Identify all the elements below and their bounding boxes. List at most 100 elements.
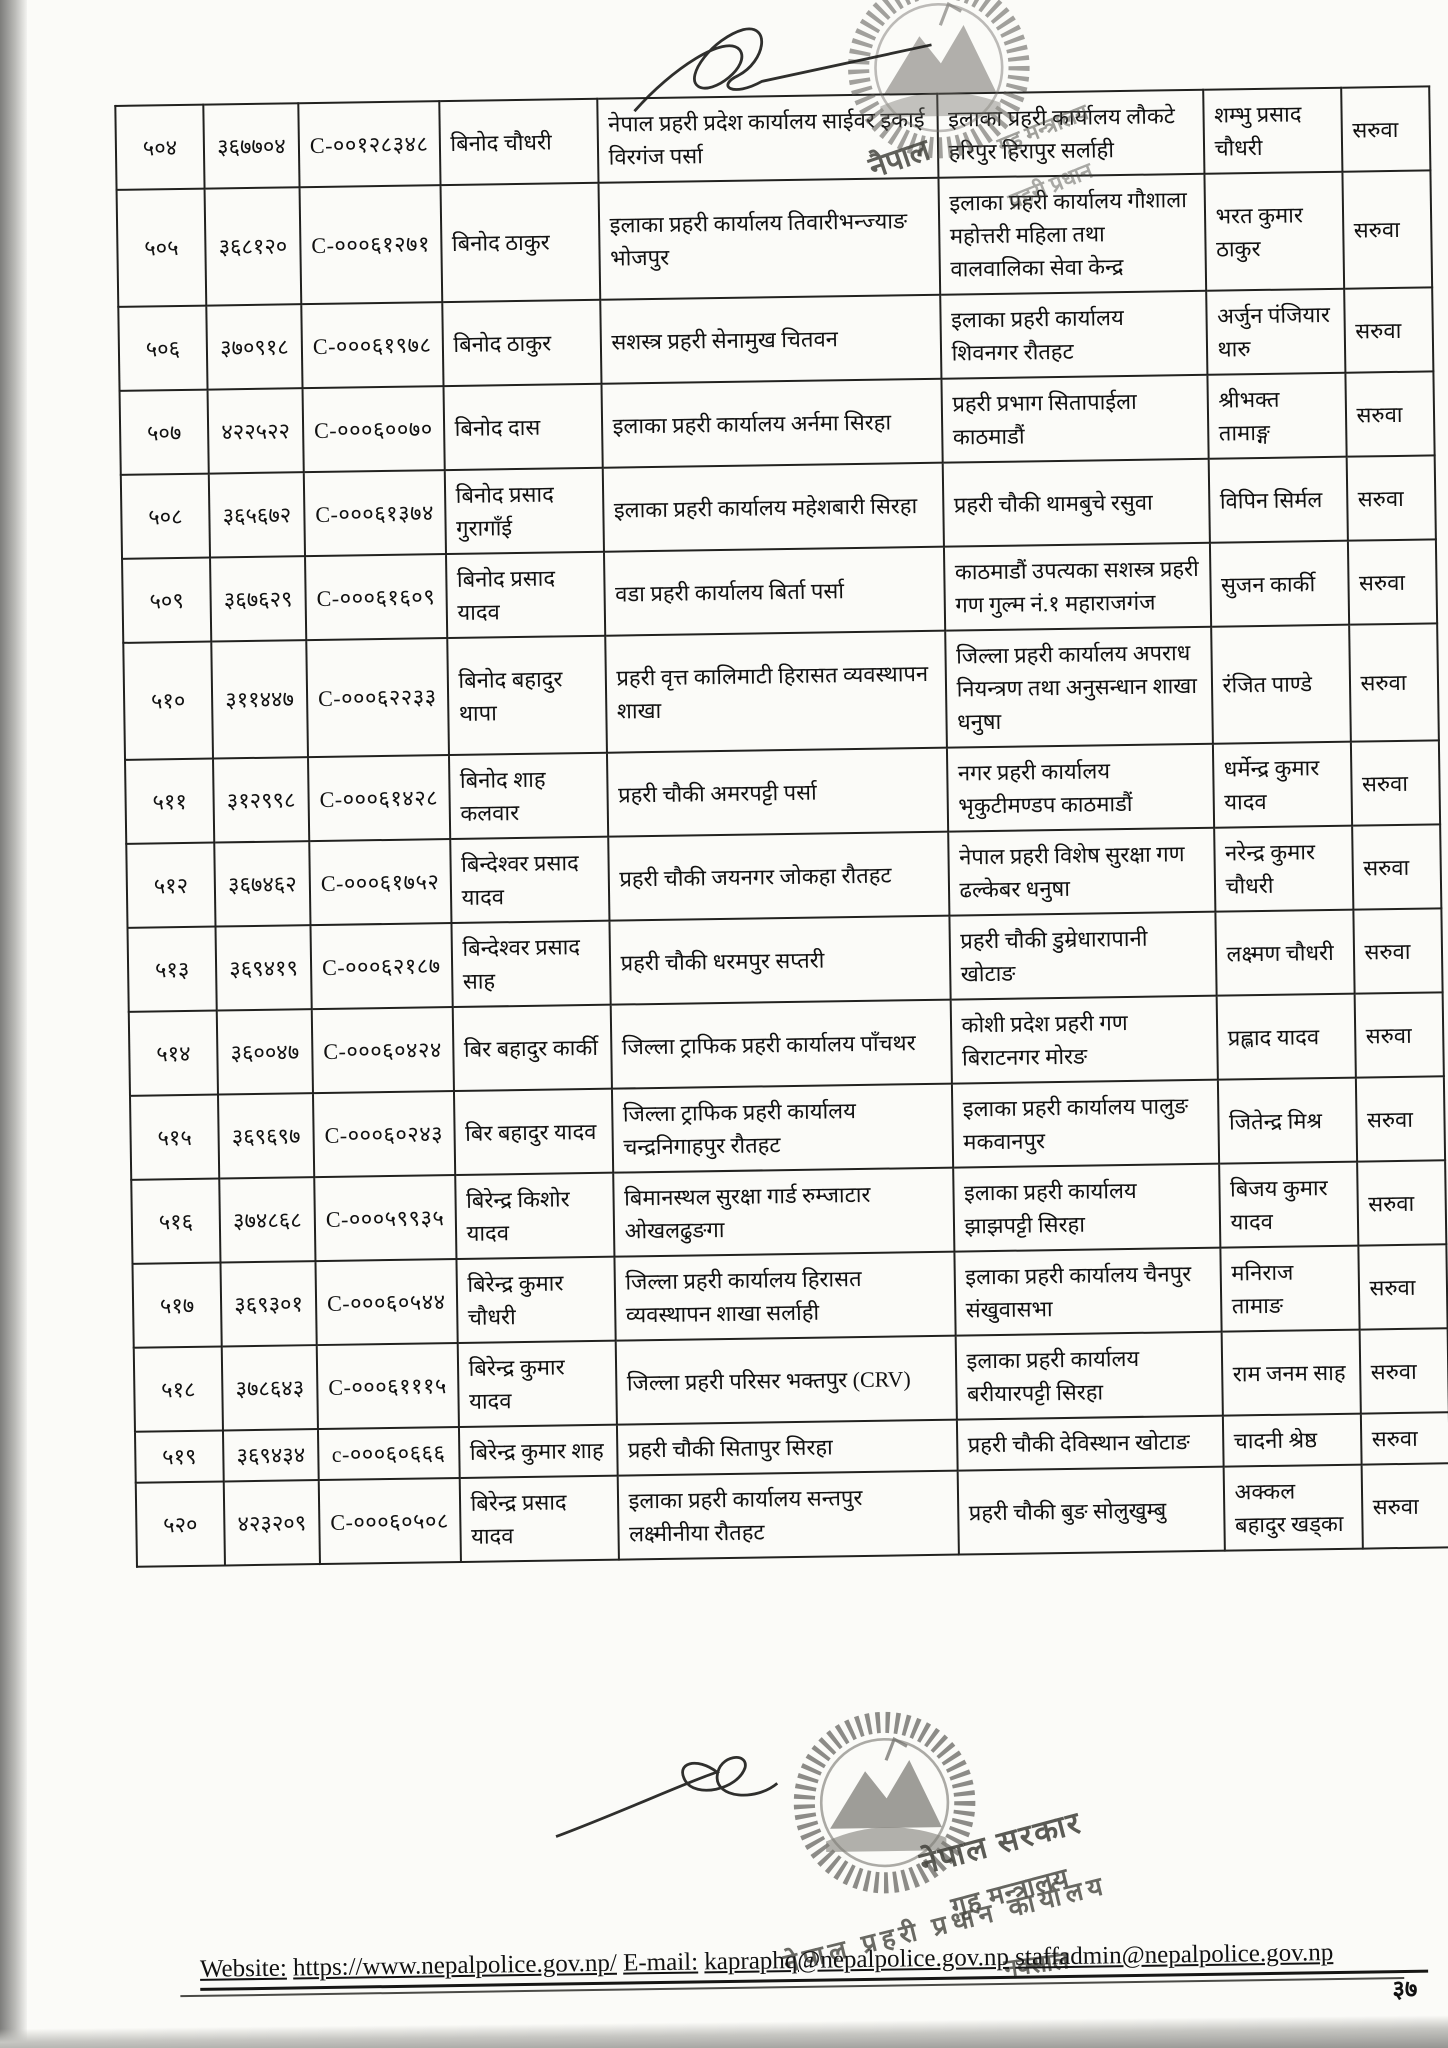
cell-remark: सरुवा [1344,371,1435,457]
cell-new-office: प्रहरी प्रभाग सितापाईला काठमाडौं [940,374,1209,463]
cell-current-office: वडा प्रहरी कार्यालय बिर्ता पर्सा [603,546,945,636]
transfer-table-body: ५०४ ३६७७०४ C-००१२८३४८ बिनोद चौधरी नेपाल … [115,86,1448,1567]
cell-employee-name: बिर बहादुर कार्की [452,1004,612,1092]
cell-replacement-name: राम जनम साह [1221,1329,1361,1416]
cell-employee-name: बिनोद चौधरी [438,98,599,186]
cell-replacement-name: सुजन कार्की [1209,540,1349,627]
cell-employee-name: बिन्देश्वर प्रसाद साह [451,920,611,1008]
cell-current-office: इलाका प्रहरी कार्यालय अर्नमा सिरहा [601,378,943,468]
cell-current-office: प्रहरी चौकी अमरपट्टी पर्सा [606,747,948,837]
cell-remark: सरुवा [1355,1076,1445,1162]
cell-current-office: जिल्ला प्रहरी परिसर भक्तपुर (CRV) [615,1335,957,1425]
table-row: ५०५ ३६८१२० C-०००६१२७१ बिनोद ठाकुर इलाका … [116,170,1432,307]
cell-current-office: प्रहरी चौकी धरमपुर सप्तरी [608,915,951,1005]
cell-staff-number: ३१२९९८ [213,757,310,843]
cell-serial-number: ५१५ [130,1094,220,1180]
cell-current-office: प्रहरी चौकी सितापुर सिरहा [616,1419,958,1476]
cell-staff-number: ३६००४७ [216,1009,313,1095]
footer-email-primary: kapraphq@nepalpolice.gov.np [704,1943,1010,1976]
cell-new-office: इलाका प्रहरी कार्यालय चैनपुर संखुवासभा [953,1247,1222,1336]
cell-current-office: प्रहरी वृत्त कालिमाटी हिरासत व्यवस्थापन … [604,630,947,753]
cell-current-office: जिल्ला ट्राफिक प्रहरी कार्यालय चन्द्रनिग… [611,1083,953,1173]
cell-new-office: प्रहरी चौकी बुङ सोलुखुम्बु [957,1466,1225,1555]
cell-remark: सरुवा [1352,908,1443,994]
cell-serial-number: ५१३ [127,926,217,1012]
cell-citizen-code: C-०००६२१८७ [310,923,453,1010]
cell-staff-number: ३६७४६२ [214,841,311,927]
cell-staff-number: ३७४८६८ [219,1177,316,1263]
cell-remark: सरुवा [1346,455,1436,541]
cell-serial-number: ५११ [125,758,215,844]
footer-website-url: https://www.nepalpolice.gov.np/ [292,1949,618,1982]
cell-replacement-name: शम्भु प्रसाद चौधरी [1202,87,1342,174]
cell-employee-name: बिन्देश्वर प्रसाद यादव [449,836,609,924]
cell-serial-number: ५०६ [118,305,208,391]
cell-current-office: प्रहरी चौकी जयनगर जोकहा रौतहट [607,831,949,921]
cell-employee-name: बिरेन्द्र किशोर यादव [454,1172,614,1260]
cell-new-office: प्रहरी चौकी देविस्थान खोटाङ [956,1415,1224,1471]
cell-current-office: इलाका प्रहरी कार्यालय महेशबारी सिरहा [602,462,944,552]
cell-citizen-code: C-०००६००७० [302,386,445,473]
cell-serial-number: ५१७ [132,1262,222,1348]
cell-remark: सरुवा [1359,1328,1448,1414]
cell-new-office: कोशी प्रदेश प्रहरी गण बिराटनगर मोरङ [950,995,1218,1084]
cell-citizen-code: C-०००६१३७४ [303,470,446,557]
cell-citizen-code: C-०००६१४२८ [307,755,450,842]
cell-staff-number: ४२३२०९ [223,1480,320,1566]
cell-current-office: इलाका प्रहरी कार्यालय तिवारीभन्ज्याङ भोज… [598,177,940,300]
cell-serial-number: ५२० [135,1481,225,1567]
cell-new-office: काठमाडौं उपत्यका सशस्त्र प्रहरी गण गुल्म… [943,542,1211,631]
cell-staff-number: ४२२५२२ [207,388,304,474]
table-row: ५१० ३११४४७ C-०००६२२३३ बिनोद बहादुर थापा … [123,623,1439,760]
cell-citizen-code: C-००१२८३४८ [298,101,441,188]
cell-remark: सरुवा [1360,1412,1448,1465]
cell-remark: सरुवा [1343,287,1433,373]
cell-serial-number: ५१९ [134,1430,224,1483]
cell-staff-number: ३६५६७२ [208,472,306,558]
cell-serial-number: ५१० [123,641,214,760]
cell-employee-name: बिनोद दास [443,383,603,471]
cell-citizen-code: C-०००६०५४४ [315,1259,458,1346]
cell-citizen-code: C-०००६०२४३ [312,1091,455,1178]
cell-staff-number: ३११४४७ [211,640,308,759]
cell-staff-number: ३६९३०१ [220,1261,317,1347]
cell-current-office: इलाका प्रहरी कार्यालय सन्तपुर लक्ष्मीनीय… [617,1470,959,1560]
cell-employee-name: बिनोद शाह कलवार [448,752,608,840]
cell-replacement-name: लक्ष्मण चौधरी [1214,909,1355,996]
cell-new-office: प्रहरी चौकी थामबुचे रसुवा [942,458,1210,547]
cell-employee-name: बिनोद ठाकुर [441,299,602,387]
cell-serial-number: ५०७ [119,389,209,475]
cell-employee-name: बिर बहादुर यादव [453,1088,613,1176]
footer-website-label: Website: [199,1954,288,1983]
cell-remark: सरुवा [1348,623,1439,742]
cell-current-office: सशस्त्र प्रहरी सेनामुख चितवन [599,294,941,384]
cell-citizen-code: C-०००६१२७१ [299,185,442,305]
cell-new-office: जिल्ला प्रहरी कार्यालय अपराध नियन्त्रण त… [944,626,1213,748]
cell-citizen-code: C-०००६१९७८ [301,302,444,389]
cell-staff-number: ३७८६४३ [221,1345,318,1431]
cell-new-office: इलाका प्रहरी कार्यालय शिवनगर रौतहट [939,290,1207,379]
cell-new-office: नगर प्रहरी कार्यालय भृकुटीमण्डप काठमाडौं [946,743,1214,832]
cell-replacement-name: मनिराज तामाङ [1219,1245,1360,1332]
cell-current-office: बिमानस्थल सुरक्षा गार्ड रुम्जाटार ओखलढुङ… [612,1167,954,1257]
footer-email-label: E-mail: [622,1948,699,1977]
cell-serial-number: ५०९ [122,557,212,643]
page-number: ३७ [1392,1976,1418,2004]
cell-staff-number: ३६९६९७ [217,1093,315,1179]
cell-replacement-name: धर्मेन्द्र कुमार यादव [1212,741,1352,828]
cell-remark: सरुवा [1340,86,1430,172]
cell-citizen-code: C-०००६१७५२ [309,839,452,926]
cell-employee-name: बिनोद प्रसाद गुरागाँई [444,467,604,555]
cell-replacement-name: अक्कल बहादुर खड्का [1223,1464,1363,1551]
cell-remark: सरुवा [1341,170,1432,289]
cell-remark: सरुवा [1351,824,1441,910]
cell-remark: सरुवा [1361,1463,1448,1549]
cell-employee-name: बिनोद ठाकुर [440,182,600,303]
cell-employee-name: बिरेन्द्र प्रसाद यादव [459,1475,619,1562]
cell-new-office: नेपाल प्रहरी विशेष सुरक्षा गण ढल्केबर धन… [947,827,1215,916]
cell-replacement-name: भरत कुमार ठाकुर [1203,171,1344,291]
cell-replacement-name: श्रीभक्त तामाङ्ग [1206,372,1347,459]
police-transfer-table: ५०४ ३६७७०४ C-००१२८३४८ बिनोद चौधरी नेपाल … [114,85,1448,1567]
cell-employee-name: बिनोद प्रसाद यादव [445,551,605,639]
